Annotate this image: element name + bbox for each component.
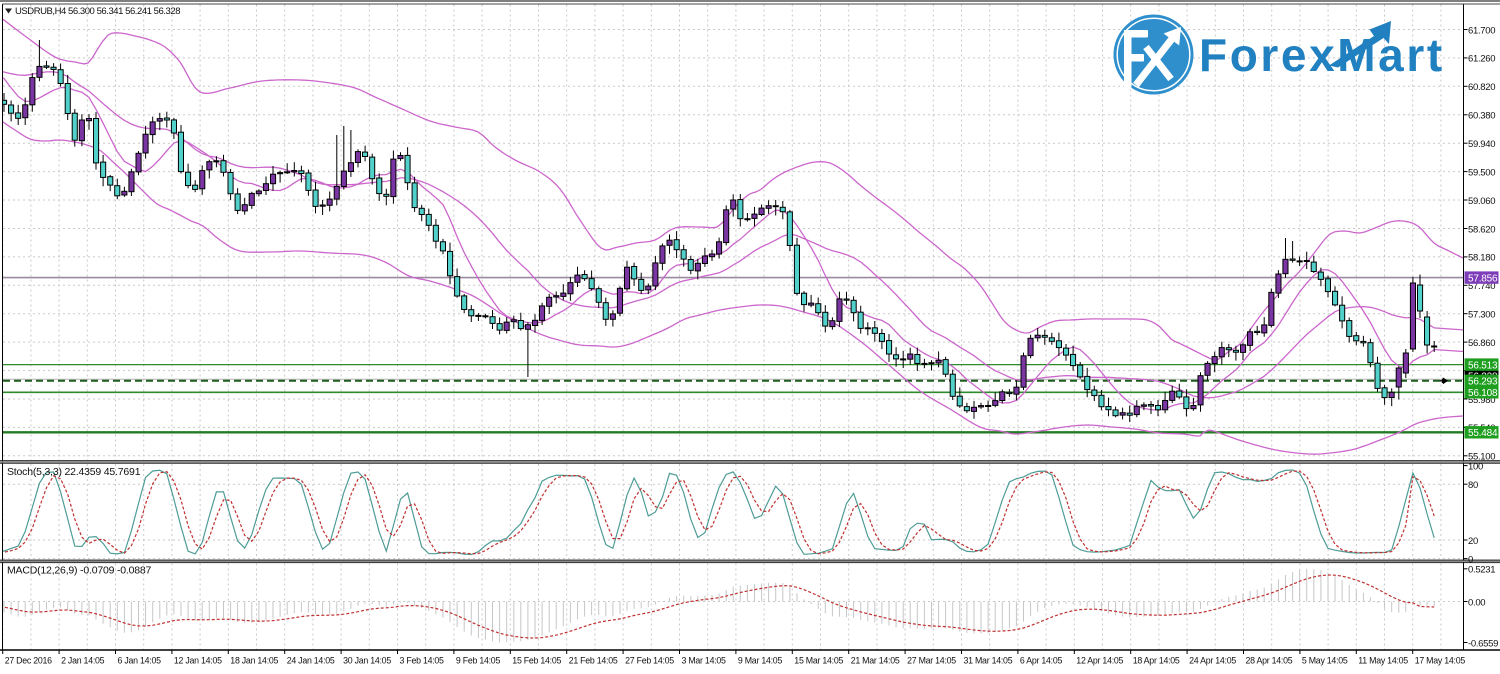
svg-text:17 May 14:05: 17 May 14:05 [1415,656,1466,666]
svg-text:3 Mar 14:05: 3 Mar 14:05 [682,656,727,666]
svg-text:55.980: 55.980 [1468,395,1495,406]
svg-text:0.00: 0.00 [1468,597,1485,608]
svg-text:27 Feb 14:05: 27 Feb 14:05 [625,656,674,666]
svg-text:18 Apr 14:05: 18 Apr 14:05 [1133,656,1180,666]
svg-text:56.108: 56.108 [1468,388,1498,399]
svg-text:24 Apr 14:05: 24 Apr 14:05 [1189,656,1236,666]
svg-text:55.484: 55.484 [1468,428,1498,439]
svg-text:59.500: 59.500 [1468,167,1495,178]
svg-text:Stoch(5,3,3) 22.4359 45.7691: Stoch(5,3,3) 22.4359 45.7691 [7,466,141,478]
svg-text:21 Feb 14:05: 21 Feb 14:05 [569,656,618,666]
svg-text:27 Mar 14:05: 27 Mar 14:05 [907,656,956,666]
svg-text:27 Dec 2016: 27 Dec 2016 [5,656,52,666]
svg-text:30 Jan 14:05: 30 Jan 14:05 [343,656,391,666]
svg-text:3 Feb 14:05: 3 Feb 14:05 [400,656,445,666]
svg-text:24 Jan 14:05: 24 Jan 14:05 [287,656,335,666]
svg-text:6 Jan 14:05: 6 Jan 14:05 [118,656,162,666]
svg-text:60.380: 60.380 [1468,111,1495,122]
svg-text:9 Feb 14:05: 9 Feb 14:05 [456,656,501,666]
svg-text:58.180: 58.180 [1468,253,1495,264]
svg-text:0: 0 [1468,554,1473,565]
svg-text:USDRUB,H4 56.300 56.341 56.24: USDRUB,H4 56.300 56.341 56.241 56.328 [15,6,180,17]
svg-text:ForexMart: ForexMart [1199,29,1445,81]
svg-text:61.260: 61.260 [1468,54,1495,65]
svg-text:61.700: 61.700 [1468,25,1495,36]
svg-text:0.5231: 0.5231 [1468,565,1495,576]
svg-text:58.620: 58.620 [1468,224,1495,235]
svg-text:57.740: 57.740 [1468,281,1495,292]
svg-text:21 Mar 14:05: 21 Mar 14:05 [851,656,900,666]
svg-text:31 Mar 14:05: 31 Mar 14:05 [964,656,1013,666]
svg-text:15 Feb 14:05: 15 Feb 14:05 [512,656,561,666]
svg-text:20: 20 [1468,536,1478,547]
svg-text:56.860: 56.860 [1468,338,1495,349]
svg-text:11 May 14:05: 11 May 14:05 [1358,656,1408,666]
svg-text:MACD(12,26,9) -0.0709 -0.0887: MACD(12,26,9) -0.0709 -0.0887 [7,565,152,577]
svg-text:56.513: 56.513 [1468,360,1498,371]
svg-text:15 Mar 14:05: 15 Mar 14:05 [794,656,843,666]
svg-text:55.100: 55.100 [1468,452,1495,463]
svg-text:100: 100 [1468,461,1483,472]
svg-text:6 Apr 14:05: 6 Apr 14:05 [1020,656,1063,666]
svg-text:5 May 14:05: 5 May 14:05 [1302,656,1348,666]
svg-text:59.940: 59.940 [1468,139,1495,150]
svg-text:12 Apr 14:05: 12 Apr 14:05 [1076,656,1123,666]
svg-text:59.060: 59.060 [1468,196,1495,207]
svg-text:80: 80 [1468,480,1478,491]
svg-text:-0.6559: -0.6559 [1468,638,1498,649]
svg-text:18 Jan 14:05: 18 Jan 14:05 [230,656,278,666]
svg-text:9 Mar 14:05: 9 Mar 14:05 [738,656,783,666]
svg-text:60.820: 60.820 [1468,82,1495,93]
svg-text:28 Apr 14:05: 28 Apr 14:05 [1246,656,1293,666]
svg-text:57.300: 57.300 [1468,310,1495,321]
svg-text:12 Jan 14:05: 12 Jan 14:05 [174,656,222,666]
svg-text:2 Jan 14:05: 2 Jan 14:05 [61,656,105,666]
svg-text:57.856: 57.856 [1468,273,1498,284]
svg-text:56.293: 56.293 [1468,377,1498,388]
